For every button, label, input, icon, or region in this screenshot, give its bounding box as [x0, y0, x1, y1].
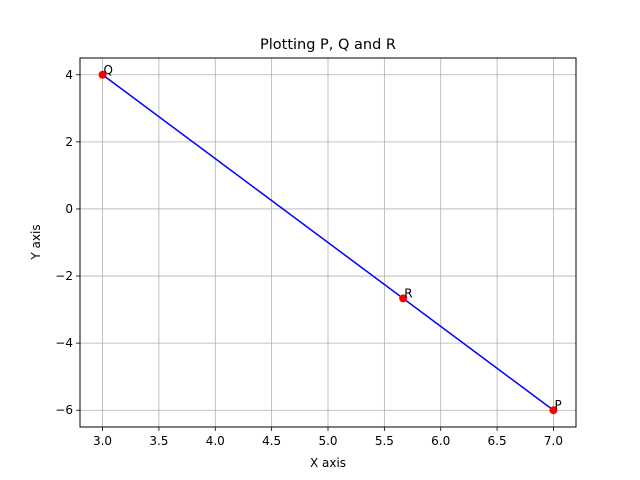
point-label: P — [554, 398, 561, 412]
grid — [80, 58, 576, 427]
point-label: Q — [104, 63, 113, 77]
x-tick-label: 3.0 — [93, 434, 112, 448]
points-layer: P Q R — [98, 63, 562, 415]
x-tick-label: 6.5 — [488, 434, 507, 448]
x-axis: 3.0 3.5 4.0 4.5 5.0 5.5 6.0 6.5 7.0 — [93, 427, 563, 448]
y-tick-label: −4 — [55, 336, 73, 350]
x-tick-label: 4.0 — [206, 434, 225, 448]
data-point — [549, 406, 558, 415]
y-tick-label: 2 — [65, 135, 73, 149]
x-axis-title: X axis — [310, 456, 346, 470]
x-tick-label: 5.5 — [375, 434, 394, 448]
x-tick-label: 6.0 — [431, 434, 450, 448]
y-tick-label: 4 — [65, 68, 73, 82]
chart-title: Plotting P, Q and R — [260, 37, 396, 53]
y-tick-label: −2 — [55, 269, 73, 283]
x-tick-label: 3.5 — [149, 434, 168, 448]
y-axis-title: Y axis — [29, 224, 43, 260]
data-point — [98, 70, 107, 79]
y-tick-label: 0 — [65, 202, 73, 216]
point-label: R — [404, 286, 412, 300]
data-point — [399, 294, 408, 303]
y-tick-label: −6 — [55, 403, 73, 417]
x-tick-label: 7.0 — [544, 434, 563, 448]
x-tick-label: 4.5 — [262, 434, 281, 448]
x-tick-label: 5.0 — [318, 434, 337, 448]
y-axis: −6 −4 −2 0 2 4 — [55, 68, 80, 417]
